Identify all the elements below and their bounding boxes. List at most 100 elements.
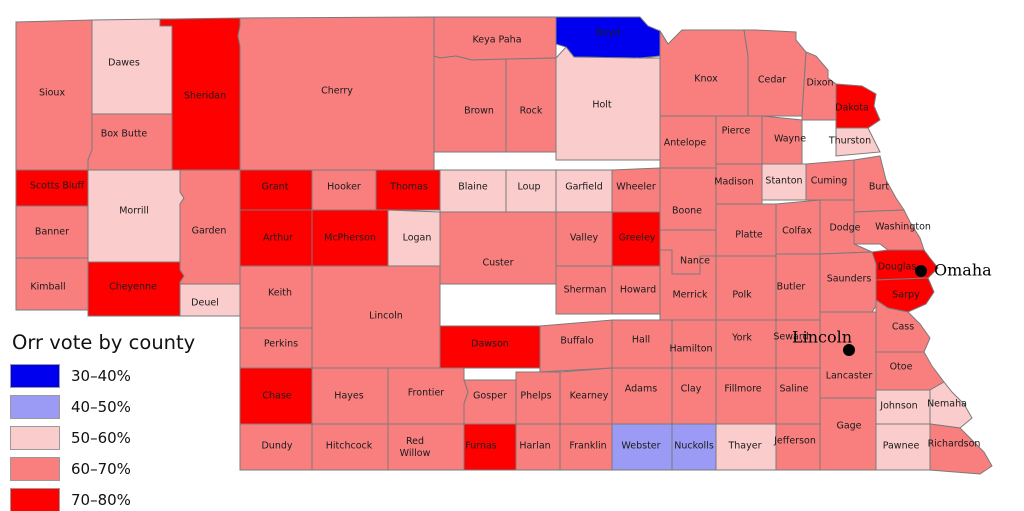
county-shape[interactable] bbox=[15, 257, 89, 311]
county-shape[interactable] bbox=[91, 18, 173, 115]
county-shape[interactable] bbox=[387, 209, 441, 267]
county-shape[interactable] bbox=[871, 249, 939, 281]
legend-swatch bbox=[10, 395, 60, 419]
county-shape[interactable] bbox=[15, 205, 89, 259]
county-shape[interactable] bbox=[875, 389, 931, 425]
county-shape[interactable] bbox=[559, 423, 613, 471]
county-shape[interactable] bbox=[505, 169, 557, 213]
county-shape[interactable] bbox=[835, 83, 881, 129]
county-shape[interactable] bbox=[311, 423, 389, 471]
county-shape[interactable] bbox=[659, 167, 717, 231]
county-shape[interactable] bbox=[505, 57, 557, 153]
county-shape[interactable] bbox=[515, 423, 561, 471]
county-shape[interactable] bbox=[875, 423, 931, 471]
county-shape[interactable] bbox=[463, 423, 517, 471]
county-shape[interactable] bbox=[439, 325, 541, 369]
county-shape[interactable] bbox=[311, 265, 441, 369]
county-shape[interactable] bbox=[853, 209, 925, 251]
county-shape[interactable] bbox=[819, 397, 877, 471]
legend-label: 50–60% bbox=[71, 429, 131, 447]
county-shape[interactable] bbox=[611, 423, 673, 471]
county-shape[interactable] bbox=[775, 423, 821, 471]
legend-title: Orr vote by county bbox=[12, 331, 196, 354]
county-shape[interactable] bbox=[15, 19, 93, 171]
county-shape[interactable] bbox=[433, 55, 507, 153]
county-shape[interactable] bbox=[611, 265, 661, 315]
county-shape[interactable] bbox=[929, 423, 993, 475]
county-shape[interactable] bbox=[375, 169, 441, 211]
county-shape[interactable] bbox=[715, 163, 763, 205]
county-shape[interactable] bbox=[875, 351, 945, 391]
county-shape[interactable] bbox=[715, 203, 777, 257]
county-shape[interactable] bbox=[159, 17, 241, 171]
county-shape[interactable] bbox=[555, 46, 661, 161]
county-shape[interactable] bbox=[239, 423, 313, 471]
legend-label: 40–50% bbox=[71, 398, 131, 416]
county-shape[interactable] bbox=[671, 367, 717, 425]
city-label-omaha: Omaha bbox=[934, 261, 992, 280]
county-shape[interactable] bbox=[515, 371, 561, 425]
county-shape[interactable] bbox=[671, 423, 717, 471]
county-shape[interactable] bbox=[555, 211, 613, 267]
county-shape[interactable] bbox=[239, 209, 313, 267]
county-shape[interactable] bbox=[835, 127, 881, 157]
county-shape[interactable] bbox=[715, 115, 763, 165]
county-shape[interactable] bbox=[239, 265, 313, 329]
county-shape[interactable] bbox=[671, 319, 717, 369]
county-shape[interactable] bbox=[559, 367, 613, 425]
county-shape[interactable] bbox=[611, 167, 661, 213]
county-shape[interactable] bbox=[239, 367, 313, 425]
county-shape[interactable] bbox=[715, 319, 777, 369]
county-shape[interactable] bbox=[555, 16, 669, 59]
county-shape[interactable] bbox=[853, 155, 905, 213]
county-shape[interactable] bbox=[611, 367, 673, 425]
county-shape[interactable] bbox=[179, 169, 245, 285]
county-shape[interactable] bbox=[539, 319, 613, 373]
county-shape[interactable] bbox=[463, 379, 517, 425]
county-shape[interactable] bbox=[715, 255, 777, 321]
county-shape[interactable] bbox=[311, 169, 377, 211]
county-shape[interactable] bbox=[87, 169, 185, 263]
county-shape[interactable] bbox=[659, 29, 749, 117]
county-shape[interactable] bbox=[775, 199, 821, 256]
county-shape[interactable] bbox=[15, 169, 89, 207]
legend-label: 70–80% bbox=[71, 491, 131, 509]
county-shape[interactable] bbox=[743, 29, 807, 117]
county-shape[interactable] bbox=[929, 381, 973, 429]
county-shape[interactable] bbox=[555, 169, 613, 213]
county-shape[interactable] bbox=[237, 16, 435, 171]
county-shape[interactable] bbox=[801, 51, 837, 121]
county-shape[interactable] bbox=[805, 159, 855, 201]
county-shape[interactable] bbox=[611, 211, 661, 267]
county-shape[interactable] bbox=[311, 367, 389, 425]
county-shape[interactable] bbox=[761, 163, 807, 201]
legend-item: 70–80% bbox=[10, 487, 195, 511]
county-shape[interactable] bbox=[761, 115, 803, 165]
county-shape[interactable] bbox=[775, 367, 821, 425]
legend-item: 50–60% bbox=[10, 425, 195, 451]
county-shape[interactable] bbox=[239, 169, 313, 211]
county-shape[interactable] bbox=[87, 261, 185, 317]
county-shape[interactable] bbox=[819, 251, 881, 320]
county-shape[interactable] bbox=[555, 265, 613, 315]
county-shape[interactable] bbox=[387, 367, 469, 425]
city-label-lincoln: Lincoln bbox=[792, 328, 852, 347]
county-shape[interactable] bbox=[611, 319, 673, 369]
county-shape[interactable] bbox=[715, 423, 777, 471]
county-shape[interactable] bbox=[439, 169, 507, 213]
county-shape[interactable] bbox=[179, 283, 241, 317]
county-shape[interactable] bbox=[659, 115, 717, 169]
city-dot-lincoln bbox=[843, 344, 855, 356]
county-shape[interactable] bbox=[87, 113, 173, 171]
county-shape[interactable] bbox=[387, 423, 465, 471]
legend-item: 30–40% bbox=[10, 363, 195, 389]
county-shape[interactable] bbox=[239, 327, 313, 369]
county-shape[interactable] bbox=[715, 367, 777, 425]
legend-swatch bbox=[10, 457, 60, 481]
county-shape[interactable] bbox=[433, 16, 557, 61]
county-shape[interactable] bbox=[775, 253, 821, 321]
county-shape[interactable] bbox=[311, 209, 389, 267]
legend-label: 30–40% bbox=[71, 367, 131, 385]
county-shape[interactable] bbox=[439, 211, 557, 285]
